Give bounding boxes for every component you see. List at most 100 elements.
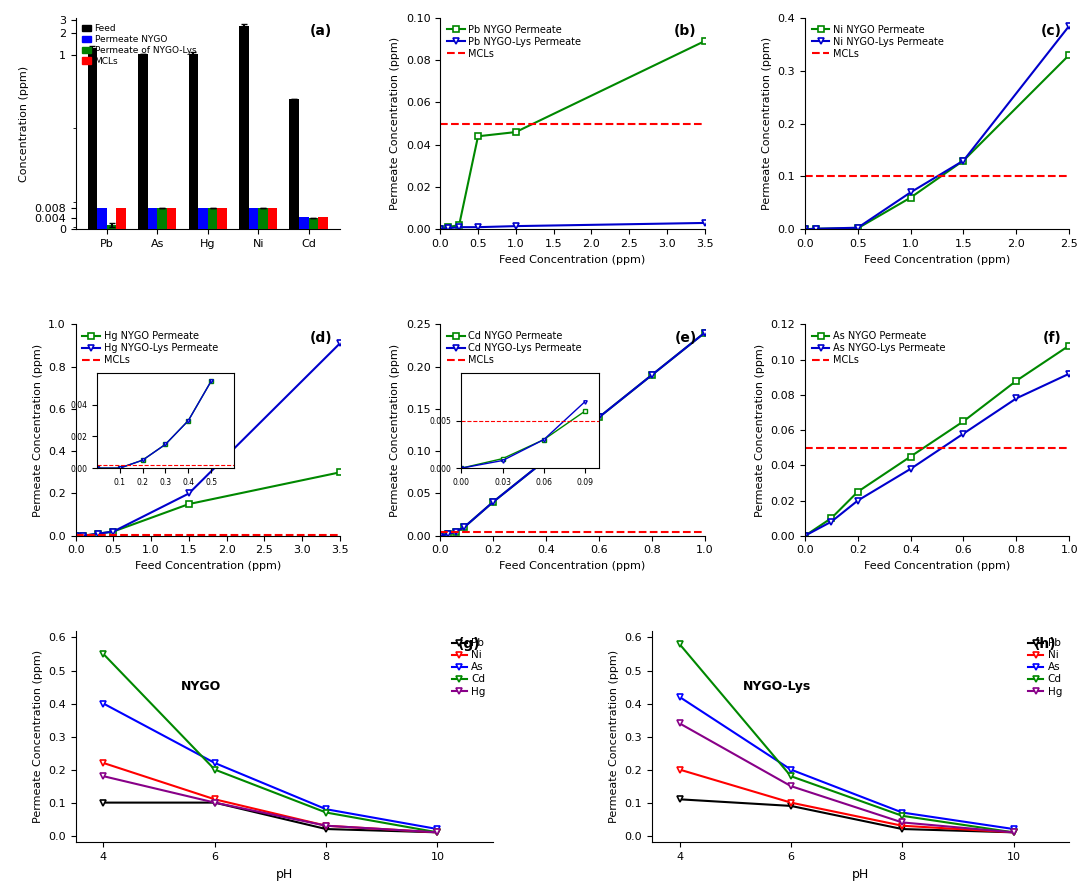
Legend: Pb, Ni, As, Cd, Hg: Pb, Ni, As, Cd, Hg bbox=[1026, 636, 1064, 699]
As NYGO-Lys Permeate bbox=[1010, 393, 1023, 404]
Ni bbox=[673, 764, 686, 775]
Line: Ni: Ni bbox=[676, 766, 1017, 836]
Pb NYGO-Lys Permeate bbox=[453, 222, 465, 233]
Bar bbox=[289, 99, 299, 229]
X-axis label: pH: pH bbox=[275, 867, 293, 881]
Text: (g): (g) bbox=[458, 637, 481, 651]
Line: As NYGO Permeate: As NYGO Permeate bbox=[801, 342, 1072, 538]
X-axis label: Feed Concentration (ppm): Feed Concentration (ppm) bbox=[864, 561, 1010, 571]
Bar bbox=[309, 218, 319, 229]
Ni NYGO-Lys Permeate bbox=[957, 155, 970, 166]
Cd NYGO-Lys Permeate bbox=[645, 370, 658, 381]
Line: Cd: Cd bbox=[100, 650, 441, 836]
Cd bbox=[208, 764, 221, 775]
Pb NYGO Permeate bbox=[453, 220, 465, 230]
Bar bbox=[189, 55, 198, 229]
Ni NYGO-Lys Permeate bbox=[851, 222, 864, 233]
Cd NYGO-Lys Permeate bbox=[592, 412, 605, 423]
Y-axis label: Permeate Concentration (ppm): Permeate Concentration (ppm) bbox=[761, 37, 772, 211]
Bar bbox=[107, 225, 117, 229]
Text: (b): (b) bbox=[674, 24, 697, 39]
Pb bbox=[208, 797, 221, 808]
Cd NYGO Permeate bbox=[592, 412, 605, 423]
MCLs bbox=[434, 118, 447, 129]
As bbox=[895, 807, 908, 818]
Y-axis label: Permeate Concentration (ppm): Permeate Concentration (ppm) bbox=[32, 343, 42, 517]
Line: As: As bbox=[100, 700, 441, 832]
Hg NYGO Permeate bbox=[334, 467, 347, 478]
X-axis label: pH: pH bbox=[852, 867, 869, 881]
Line: Ni: Ni bbox=[100, 760, 441, 836]
X-axis label: Feed Concentration (ppm): Feed Concentration (ppm) bbox=[135, 561, 281, 571]
As NYGO-Lys Permeate bbox=[798, 530, 811, 541]
Line: Hg: Hg bbox=[100, 772, 441, 836]
Line: Cd NYGO-Lys Permeate: Cd NYGO-Lys Permeate bbox=[437, 330, 707, 538]
Y-axis label: Permeate Concentration (ppm): Permeate Concentration (ppm) bbox=[390, 343, 401, 517]
Hg NYGO-Lys Permeate bbox=[183, 488, 195, 499]
Cd bbox=[320, 807, 333, 818]
Legend: Pb NYGO Permeate, Pb NYGO-Lys Permeate, MCLs: Pb NYGO Permeate, Pb NYGO-Lys Permeate, … bbox=[445, 22, 583, 61]
As NYGO-Lys Permeate bbox=[825, 516, 838, 527]
Line: Hg NYGO-Lys Permeate: Hg NYGO-Lys Permeate bbox=[72, 340, 343, 538]
Cd NYGO Permeate bbox=[540, 454, 553, 465]
Text: (c): (c) bbox=[1040, 24, 1062, 39]
Pb bbox=[320, 823, 333, 834]
Bar bbox=[299, 217, 309, 229]
Pb bbox=[895, 823, 908, 834]
As NYGO Permeate bbox=[798, 530, 811, 541]
As NYGO-Lys Permeate bbox=[957, 428, 970, 439]
As bbox=[784, 764, 797, 775]
Bar bbox=[217, 208, 227, 229]
Line: Hg NYGO Permeate: Hg NYGO Permeate bbox=[72, 470, 343, 538]
As NYGO Permeate bbox=[825, 513, 838, 523]
Hg bbox=[320, 821, 333, 831]
Bar bbox=[87, 47, 97, 229]
Pb NYGO-Lys Permeate bbox=[472, 222, 485, 233]
As NYGO-Lys Permeate bbox=[904, 463, 917, 474]
Cd NYGO-Lys Permeate bbox=[434, 530, 447, 541]
Bar bbox=[148, 208, 158, 229]
Pb NYGO Permeate bbox=[434, 224, 447, 235]
Pb bbox=[97, 797, 110, 808]
Text: (a): (a) bbox=[310, 24, 332, 39]
Hg NYGO Permeate bbox=[69, 530, 82, 541]
Ni bbox=[895, 821, 908, 831]
Cd NYGO-Lys Permeate bbox=[442, 529, 455, 539]
Hg bbox=[97, 771, 110, 781]
Hg bbox=[431, 827, 444, 838]
As NYGO-Lys Permeate bbox=[1063, 368, 1076, 379]
Ni NYGO-Lys Permeate bbox=[904, 187, 917, 198]
X-axis label: Feed Concentration (ppm): Feed Concentration (ppm) bbox=[864, 254, 1010, 264]
Text: NYGO: NYGO bbox=[180, 680, 221, 694]
Ni bbox=[431, 827, 444, 838]
Pb NYGO Permeate bbox=[442, 222, 455, 233]
As bbox=[320, 804, 333, 814]
Y-axis label: Permeate Concentration (ppm): Permeate Concentration (ppm) bbox=[755, 343, 765, 517]
Ni NYGO Permeate bbox=[957, 155, 970, 166]
As NYGO Permeate bbox=[1063, 340, 1076, 351]
Line: Pb: Pb bbox=[100, 799, 441, 836]
Line: Ni NYGO Permeate: Ni NYGO Permeate bbox=[801, 52, 1072, 232]
Text: (d): (d) bbox=[309, 331, 332, 345]
Pb bbox=[673, 794, 686, 805]
Cd NYGO Permeate bbox=[487, 496, 500, 507]
Line: As: As bbox=[676, 694, 1017, 832]
As NYGO Permeate bbox=[1010, 375, 1023, 386]
Cd NYGO-Lys Permeate bbox=[487, 496, 500, 507]
As bbox=[431, 823, 444, 834]
Line: As NYGO-Lys Permeate: As NYGO-Lys Permeate bbox=[801, 371, 1072, 538]
Hg NYGO Permeate bbox=[183, 499, 195, 510]
Hg NYGO-Lys Permeate bbox=[69, 530, 82, 541]
Hg NYGO-Lys Permeate bbox=[107, 526, 120, 537]
Cd NYGO-Lys Permeate bbox=[458, 522, 471, 533]
Line: Cd: Cd bbox=[676, 641, 1017, 836]
Cd bbox=[97, 649, 110, 659]
Hg bbox=[784, 780, 797, 791]
Legend: Feed, Permeate NYGO, Permeate of NYGO-Lys, MCLs: Feed, Permeate NYGO, Permeate of NYGO-Ly… bbox=[80, 22, 198, 67]
Hg bbox=[208, 797, 221, 808]
Hg bbox=[673, 718, 686, 728]
Ni NYGO Permeate bbox=[798, 224, 811, 235]
Pb NYGO Permeate bbox=[698, 36, 711, 47]
Y-axis label: Concentration (ppm): Concentration (ppm) bbox=[18, 65, 28, 182]
Pb NYGO-Lys Permeate bbox=[442, 223, 455, 234]
